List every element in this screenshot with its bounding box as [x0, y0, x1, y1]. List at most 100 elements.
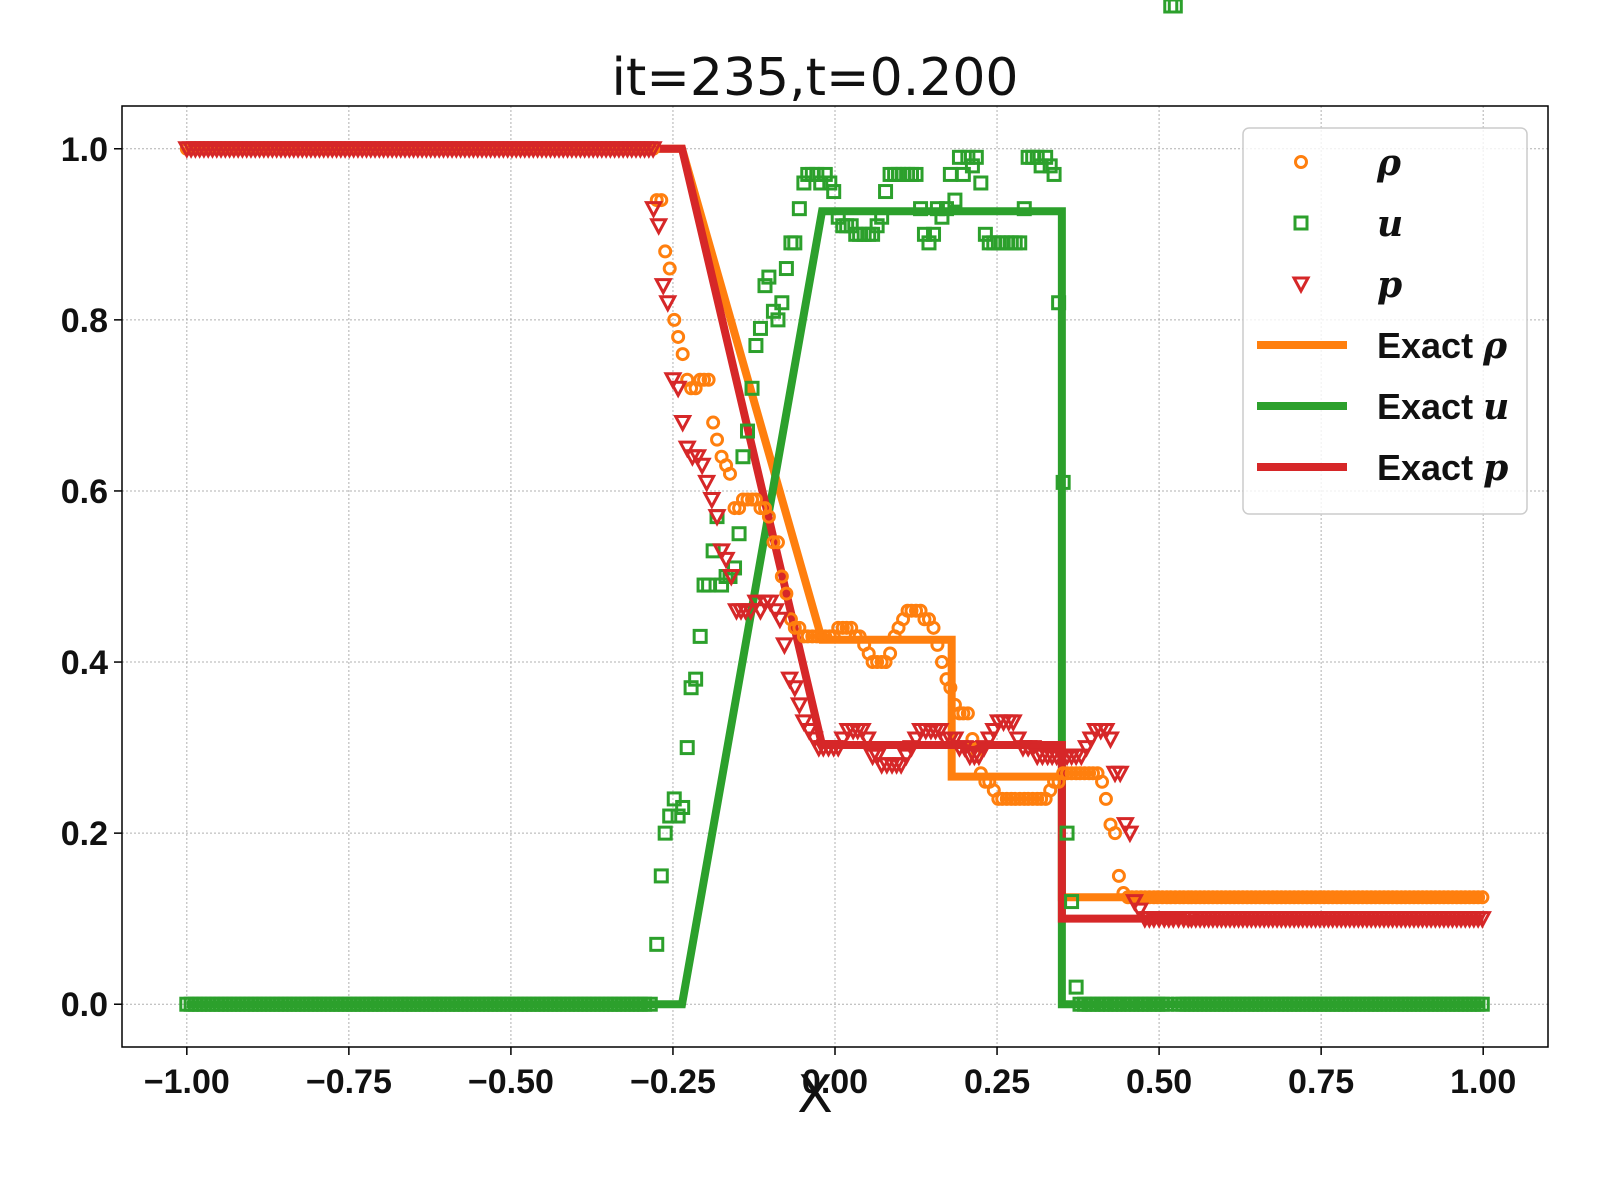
- numerical-u-point: [761, 269, 777, 285]
- numerical-p-point: [1008, 731, 1028, 750]
- numerical-p-point: [702, 492, 722, 510]
- numerical-rho-point: [770, 535, 785, 550]
- numerical-rho-point: [1077, 766, 1092, 781]
- numerical-rho-point: [1098, 791, 1113, 806]
- numerical-p-point: [677, 440, 697, 459]
- numerical-rho-point: [1168, 890, 1183, 905]
- numerical-u-point: [675, 799, 691, 815]
- numerical-u-point: [926, 226, 942, 242]
- numerical-rho-point: [1155, 890, 1170, 905]
- x-tick-label: 1.00: [1450, 1063, 1516, 1101]
- numerical-u-point: [770, 312, 786, 328]
- numerical-u-point: [688, 671, 704, 687]
- numerical-p-point: [721, 569, 741, 587]
- numerical-rho-point: [735, 492, 750, 507]
- numerical-u-point: [878, 184, 894, 200]
- numerical-p-point: [688, 449, 708, 467]
- numerical-p-point: [750, 603, 770, 621]
- legend-label: ρ: [1376, 142, 1402, 184]
- numerical-p-point: [1071, 748, 1091, 767]
- numerical-rho-point: [649, 193, 664, 208]
- numerical-p-point: [774, 637, 794, 656]
- numerical-u-point: [1064, 894, 1080, 910]
- numerical-p-point: [643, 141, 663, 159]
- numerical-rho-point: [706, 415, 721, 430]
- numerical-p-point: [770, 611, 790, 630]
- numerical-rho-point: [800, 629, 815, 644]
- numerical-rho-point: [904, 603, 919, 618]
- numerical-u-point: [791, 201, 807, 217]
- legend-entry-rho: ρ: [1294, 142, 1402, 184]
- numerical-u-point: [822, 175, 838, 191]
- numerical-p-point: [1115, 817, 1135, 835]
- numerical-p-point: [658, 295, 678, 313]
- y-tick-label: 0.4: [61, 644, 108, 682]
- numerical-p-point: [760, 594, 780, 613]
- numerical-p-point: [653, 278, 673, 296]
- numerical-u-point: [1055, 474, 1071, 490]
- numerical-p-point: [974, 740, 994, 758]
- numerical-rho-point: [761, 509, 776, 524]
- x-tick-label: 0.25: [964, 1063, 1030, 1101]
- numerical-u-point: [649, 936, 665, 952]
- numerical-rho-point: [1064, 766, 1079, 781]
- numerical-p-point: [643, 201, 664, 219]
- numerical-p-point: [785, 680, 805, 698]
- numerical-p-point: [833, 731, 853, 750]
- numerical-rho-point: [909, 603, 924, 618]
- numerical-p-point: [663, 372, 683, 390]
- numerical-rho-point: [965, 732, 980, 747]
- numerical-rho-point: [1060, 766, 1075, 781]
- numerical-p-point: [794, 714, 814, 733]
- numerical-p-point: [1023, 740, 1043, 758]
- numerical-u-point: [874, 209, 890, 225]
- numerical-u-point: [1042, 158, 1058, 174]
- numerical-u-point: [727, 560, 743, 576]
- numerical-rho-point: [1142, 890, 1157, 905]
- x-axis-label: X: [797, 1065, 833, 1125]
- numerical-rho-point: [865, 655, 880, 670]
- x-tick-label: 0.50: [1126, 1063, 1192, 1101]
- numerical-u-point: [973, 175, 989, 191]
- numerical-rho-point: [943, 680, 958, 695]
- legend-u-marker: [1293, 215, 1309, 231]
- numerical-p-point: [852, 722, 872, 741]
- numerical-p-point: [1472, 911, 1492, 929]
- numerical-u-point: [744, 380, 760, 396]
- numerical-rho-point: [667, 312, 682, 327]
- numerical-rho-point: [1034, 791, 1049, 806]
- numerical-u-point: [938, 201, 954, 217]
- y-tick-label: 0.0: [61, 986, 108, 1024]
- numerical-rho-point: [934, 655, 949, 670]
- y-tick-label: 1.0: [61, 131, 108, 169]
- numerical-rho-point: [1163, 890, 1178, 905]
- numerical-rho-point: [870, 655, 885, 670]
- legend-label: p: [1377, 264, 1402, 306]
- numerical-u-point: [679, 740, 695, 756]
- numerical-u-point: [1029, 149, 1045, 165]
- numerical-u-point: [947, 192, 963, 208]
- numerical-markers: [177, 0, 1492, 1012]
- numerical-u-point: [977, 226, 993, 242]
- numerical-u-point: [783, 235, 799, 251]
- numerical-p-point: [969, 748, 989, 767]
- numerical-p-point: [979, 731, 999, 750]
- numerical-u-point: [1046, 166, 1062, 182]
- numerical-u-point: [809, 166, 825, 182]
- numerical-rho-point: [701, 372, 716, 387]
- numerical-p-point: [901, 740, 921, 758]
- numerical-p-point: [1110, 765, 1130, 784]
- numerical-u-point: [653, 868, 669, 884]
- numerical-p-point: [692, 457, 712, 476]
- numerical-rho-point: [917, 612, 932, 627]
- numerical-p-point: [707, 509, 727, 527]
- numerical-p-point: [789, 697, 809, 715]
- numerical-u-point: [1068, 979, 1084, 995]
- numerical-rho-point: [1111, 868, 1126, 883]
- numerical-rho-point: [779, 586, 794, 601]
- y-tick-label: 0.2: [61, 815, 108, 853]
- numerical-p-point: [1100, 731, 1120, 750]
- numerical-u-point: [735, 449, 751, 465]
- legend-rho-marker: [1294, 155, 1308, 169]
